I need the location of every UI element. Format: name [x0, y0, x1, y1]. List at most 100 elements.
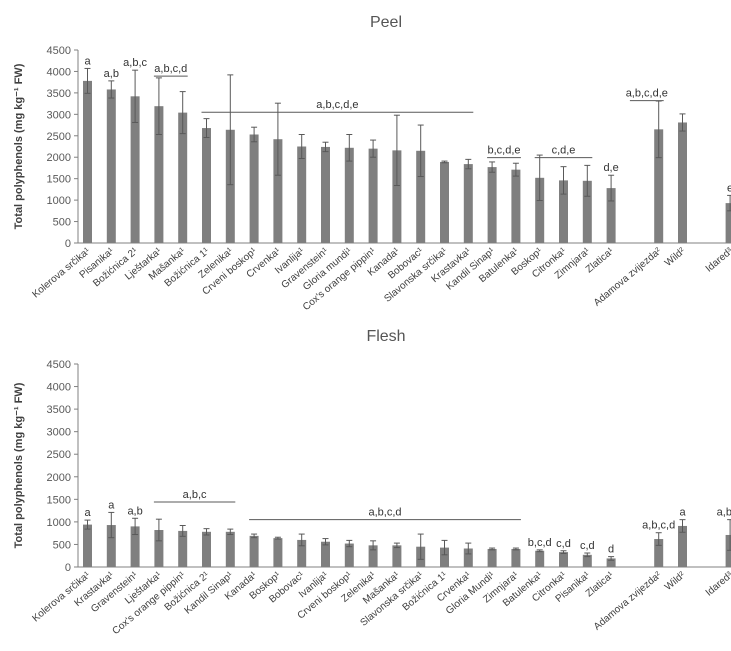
peel-group-label: c,d,e [552, 145, 576, 157]
peel-category-label: Idared³ [704, 245, 731, 274]
flesh-bar [83, 524, 92, 567]
flesh-bar [678, 525, 687, 567]
peel-bar [249, 134, 259, 243]
flesh-bar [249, 535, 259, 567]
flesh-bar [202, 531, 211, 567]
flesh-bar [606, 558, 616, 567]
flesh-bar [487, 548, 497, 567]
peel-bar [392, 150, 402, 243]
flesh-significance-letter: c,d [580, 540, 595, 552]
flesh-significance-letter: d [608, 544, 614, 556]
peel-group-label: d,e [603, 162, 618, 174]
flesh-significance-letter: a [108, 499, 115, 511]
flesh-group-label: a,b,c,d [368, 507, 401, 519]
peel-y-tick-label: 3000 [47, 109, 71, 121]
peel-bar [106, 89, 116, 243]
peel-group-label: b,c,d,e [487, 145, 520, 157]
peel-bar [440, 161, 449, 243]
peel-category-label: Wild² [663, 245, 688, 268]
flesh-bar [440, 547, 449, 567]
peel-bar [225, 129, 235, 243]
flesh-bar [106, 525, 116, 567]
peel-group-label: a,b,c,d,e [316, 99, 358, 111]
flesh-y-tick-label: 0 [65, 562, 71, 574]
peel-y-tick-label: 0 [65, 238, 71, 250]
flesh-title: Flesh [366, 328, 405, 345]
flesh-y-tick-label: 4000 [47, 382, 71, 394]
flesh-significance-letter: c,d [556, 538, 571, 550]
flesh-bar [344, 543, 354, 567]
peel-bar [321, 146, 330, 243]
peel-bar [273, 139, 283, 243]
flesh-bar [535, 550, 545, 567]
peel-bar [463, 164, 473, 243]
flesh-bar [225, 531, 235, 567]
flesh-significance-letter: a,b [127, 505, 142, 517]
peel-bar [297, 146, 307, 243]
peel-bar [678, 122, 687, 243]
flesh-bar [559, 552, 568, 567]
peel-significance-letter: e [727, 182, 731, 194]
flesh-category-label: Wild² [663, 569, 688, 592]
flesh-significance-letter: b,c,d [528, 537, 552, 549]
peel-bar [725, 203, 731, 243]
flesh-significance-letter: a,b,c, [717, 507, 731, 519]
peel-bar [416, 150, 426, 243]
peel-title: Peel [370, 14, 402, 31]
flesh-y-tick-label: 3500 [47, 404, 71, 416]
flesh-group-label: a,b,c [183, 489, 207, 501]
peel-group-label: a,b,c,d [154, 63, 187, 75]
peel-bar [487, 167, 497, 243]
flesh-bar [392, 545, 402, 567]
flesh-category-label: Zlatica¹ [584, 569, 617, 599]
peel-y-tick-label: 3500 [47, 88, 71, 100]
peel-bar [178, 112, 188, 244]
peel-category-label: Zlatica¹ [584, 245, 617, 275]
peel-y-tick-label: 500 [53, 217, 71, 229]
flesh-bar [321, 541, 330, 567]
flesh-y-tick-label: 1000 [47, 517, 71, 529]
flesh-y-tick-label: 3000 [47, 427, 71, 439]
flesh-y-tick-label: 500 [53, 539, 71, 551]
flesh-bar [463, 548, 473, 567]
flesh-bar [297, 539, 307, 567]
peel-bar [582, 180, 592, 243]
flesh-bar [130, 526, 140, 567]
flesh-category-label: Idared³ [704, 569, 731, 598]
flesh-significance-letter: a [84, 507, 91, 519]
peel-bar [154, 106, 164, 243]
flesh-bar [725, 534, 731, 567]
peel-bar [535, 177, 545, 243]
peel-bar [654, 129, 664, 243]
peel-bar [202, 128, 211, 243]
flesh-significance-letter: a,b,c,d [642, 520, 675, 532]
peel-significance-letter: a [84, 55, 91, 67]
peel-bar [559, 180, 568, 243]
flesh-y-axis-label: Total polyphenols (mg kg⁻¹ FW) [13, 382, 25, 548]
peel-bar [368, 148, 378, 243]
flesh-bar [154, 530, 164, 567]
flesh-y-tick-label: 1500 [47, 494, 71, 506]
flesh-bar [511, 548, 521, 567]
peel-significance-letter: a,b,c [123, 57, 147, 69]
flesh-bar [273, 538, 283, 567]
peel-bar [83, 80, 92, 243]
flesh-bar [178, 530, 188, 567]
peel-y-tick-label: 2500 [47, 131, 71, 143]
peel-bar [511, 169, 521, 243]
peel-bar [130, 96, 140, 243]
flesh-y-tick-label: 4500 [47, 359, 71, 371]
flesh-bar [582, 554, 592, 567]
peel-y-tick-label: 1000 [47, 195, 71, 207]
peel-y-tick-label: 2000 [47, 152, 71, 164]
peel-y-tick-label: 4500 [47, 45, 71, 57]
flesh-bar [368, 545, 378, 567]
peel-y-tick-label: 4000 [47, 66, 71, 78]
flesh-y-tick-label: 2500 [47, 449, 71, 461]
flesh-bar [654, 539, 664, 567]
peel-y-axis-label: Total polyphenols (mg kg⁻¹ FW) [13, 63, 25, 229]
peel-significance-letter: a,b [104, 68, 119, 80]
peel-group-label: a,b,c,d,e [626, 88, 668, 100]
